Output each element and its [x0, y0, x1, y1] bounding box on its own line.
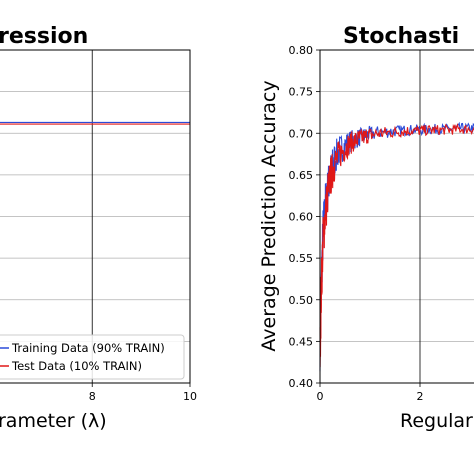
right-series-lines — [319, 121, 474, 372]
left-chart-title: ression — [0, 24, 88, 49]
right-x-axis-label: Regular — [400, 410, 473, 432]
legend-label-training: Training Data (90% TRAIN) — [11, 341, 165, 355]
y-tick-label: 0.70 — [289, 127, 314, 140]
left-grid — [0, 49, 191, 384]
left-x-axis-label: rameter (λ) — [0, 410, 107, 432]
left-chart: ression 6810 rameter (λ) Training Data (… — [0, 24, 197, 432]
right-y-axis-label: Average Prediction Accuracy — [258, 80, 280, 351]
series-line-red — [319, 123, 474, 368]
y-tick-label: 0.65 — [289, 169, 314, 182]
x-tick-label: 2 — [417, 390, 424, 403]
legend-label-test: Test Data (10% TRAIN) — [11, 359, 142, 373]
y-tick-label: 0.50 — [289, 294, 314, 307]
left-legend: Training Data (90% TRAIN) Test Data (10%… — [0, 334, 185, 380]
x-tick-label: 10 — [183, 390, 197, 403]
y-tick-label: 0.80 — [289, 44, 314, 57]
y-tick-label: 0.60 — [289, 211, 314, 224]
y-tick-label: 0.75 — [289, 86, 314, 99]
right-y-ticks: 0.40 0.45 0.50 0.55 0.60 0.65 0.70 0.75 0.80 — [289, 44, 320, 390]
x-tick-label: 0 — [317, 390, 324, 403]
series-line-blue — [319, 121, 474, 372]
left-x-ticks: 6810 — [89, 383, 197, 403]
right-chart-title: Stochasti — [343, 24, 459, 49]
y-tick-label: 0.55 — [289, 252, 314, 265]
y-tick-label: 0.40 — [289, 377, 314, 390]
x-tick-label: 8 — [89, 390, 96, 403]
y-tick-label: 0.45 — [289, 335, 314, 348]
legend-box — [0, 334, 185, 380]
right-chart: Stochasti 0.400.450.500.550.600.650.700.… — [258, 24, 474, 432]
right-grid — [320, 49, 474, 384]
left-series-lines — [0, 121, 190, 125]
left-axes-frame — [0, 49, 191, 384]
